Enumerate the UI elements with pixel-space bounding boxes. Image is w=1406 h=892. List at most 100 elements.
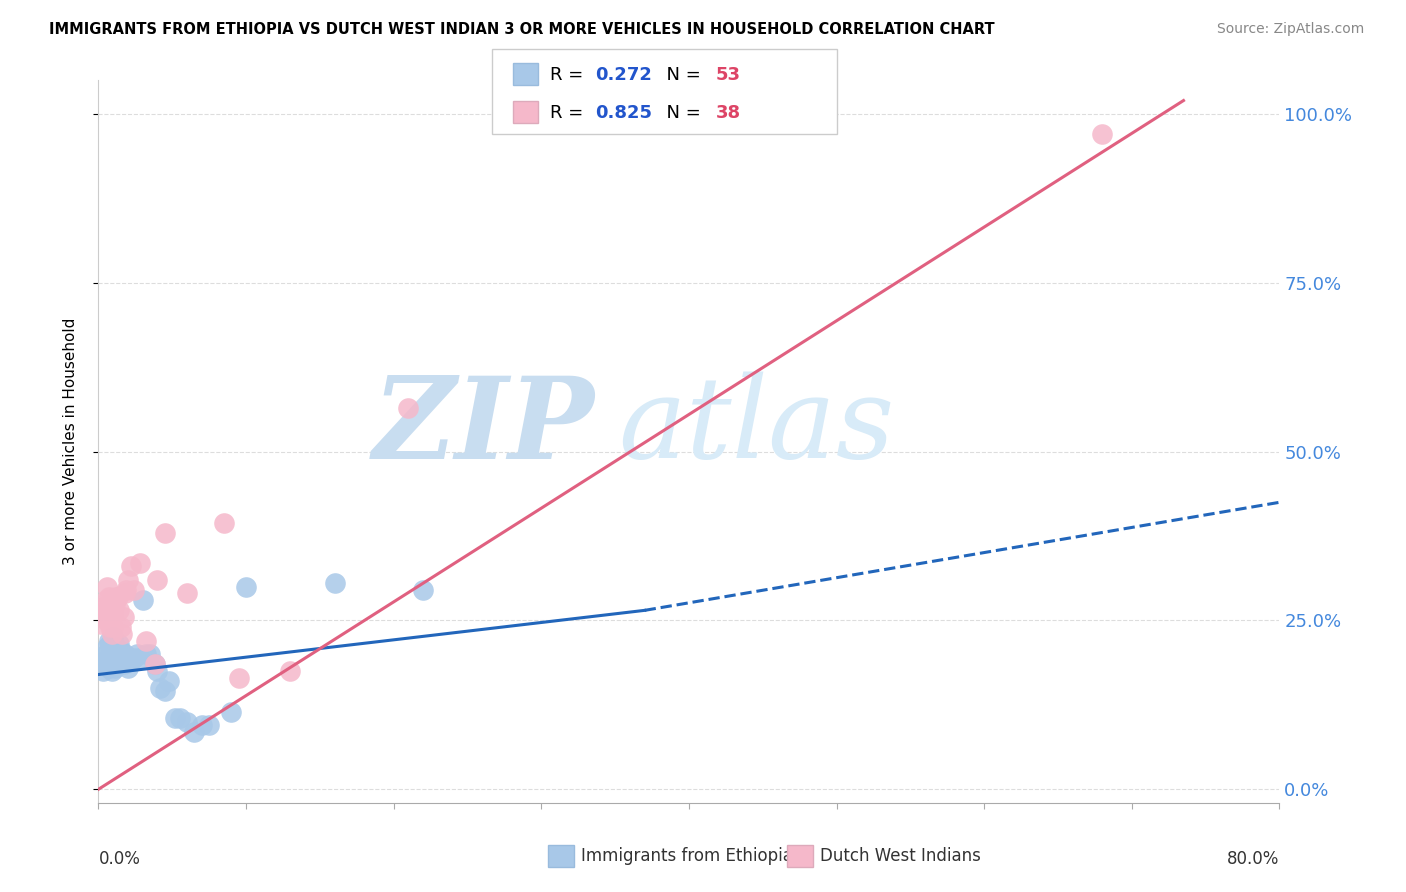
Point (108, 650, 131, 665)
Point (412, 583, 434, 598)
Point (280, 664, 302, 678)
Point (105, 640, 128, 655)
Point (398, 401, 420, 415)
Text: N =: N = (655, 103, 707, 121)
Point (117, 661, 139, 675)
Point (135, 647, 157, 661)
Point (90, 616, 112, 631)
Point (112, 657, 135, 672)
Text: atlas: atlas (619, 372, 894, 483)
Point (212, 516, 235, 530)
Point (110, 644, 132, 658)
Point (114, 647, 136, 661)
Point (107, 657, 129, 672)
Point (143, 657, 166, 672)
Text: R =: R = (550, 66, 589, 84)
Point (191, 718, 214, 732)
Point (176, 714, 198, 729)
Text: 0.272: 0.272 (595, 66, 651, 84)
Point (105, 650, 128, 665)
Point (94, 614, 117, 628)
Point (146, 664, 169, 678)
Point (183, 725, 205, 739)
Point (153, 525, 176, 540)
Point (97, 650, 120, 665)
Point (153, 684, 176, 698)
Point (111, 650, 134, 665)
Point (157, 674, 180, 689)
Point (94, 647, 117, 661)
Point (104, 661, 127, 675)
Text: Dutch West Indians: Dutch West Indians (820, 847, 980, 865)
Point (112, 610, 135, 624)
Text: 80.0%: 80.0% (1227, 850, 1279, 868)
Point (122, 583, 145, 598)
Point (103, 650, 125, 665)
Point (103, 607, 125, 621)
Point (143, 657, 166, 672)
Point (165, 711, 187, 725)
Point (115, 583, 138, 598)
Text: Source: ZipAtlas.com: Source: ZipAtlas.com (1216, 22, 1364, 37)
Point (176, 586, 198, 600)
Point (128, 556, 150, 570)
Point (107, 590, 129, 604)
Point (149, 681, 172, 695)
Point (100, 664, 122, 678)
Point (139, 647, 162, 661)
Point (100, 610, 122, 624)
Point (228, 671, 250, 685)
Text: 0.825: 0.825 (595, 103, 652, 121)
Point (120, 559, 142, 574)
Text: N =: N = (655, 66, 707, 84)
Point (111, 627, 134, 641)
Point (100, 644, 122, 658)
Point (125, 647, 148, 661)
Point (103, 637, 125, 651)
Point (103, 620, 125, 634)
Point (96, 603, 118, 617)
Text: 0.0%: 0.0% (98, 850, 141, 868)
Point (100, 627, 122, 641)
Point (323, 576, 346, 591)
Point (117, 573, 139, 587)
Point (146, 573, 169, 587)
Point (97, 607, 120, 621)
Text: IMMIGRANTS FROM ETHIOPIA VS DUTCH WEST INDIAN 3 OR MORE VEHICLES IN HOUSEHOLD CO: IMMIGRANTS FROM ETHIOPIA VS DUTCH WEST I… (49, 22, 995, 37)
Point (98, 654, 121, 668)
Point (93, 654, 115, 668)
Point (104, 647, 127, 661)
Point (132, 593, 155, 607)
Point (105, 590, 128, 604)
Point (114, 586, 136, 600)
Point (110, 620, 132, 634)
Point (103, 631, 125, 645)
Point (94, 593, 117, 607)
Point (97, 590, 120, 604)
Text: 53: 53 (716, 66, 741, 84)
Point (91, 599, 114, 614)
Point (90, 657, 112, 672)
Point (96, 657, 118, 672)
Point (104, 597, 127, 611)
Point (96, 580, 118, 594)
Point (120, 654, 142, 668)
Y-axis label: 3 or more Vehicles in Household: 3 or more Vehicles in Household (63, 318, 77, 566)
Point (107, 647, 129, 661)
Point (122, 650, 145, 665)
Point (96, 640, 118, 655)
Point (198, 718, 221, 732)
Text: 38: 38 (716, 103, 741, 121)
Point (169, 711, 191, 725)
Point (221, 705, 243, 719)
Point (115, 654, 138, 668)
Point (128, 650, 150, 665)
Text: R =: R = (550, 103, 589, 121)
Point (108, 603, 131, 617)
Text: Immigrants from Ethiopia: Immigrants from Ethiopia (581, 847, 793, 865)
Point (1091, 128, 1114, 142)
Point (97, 661, 120, 675)
Point (93, 607, 115, 621)
Point (108, 637, 131, 651)
Point (98, 637, 121, 651)
